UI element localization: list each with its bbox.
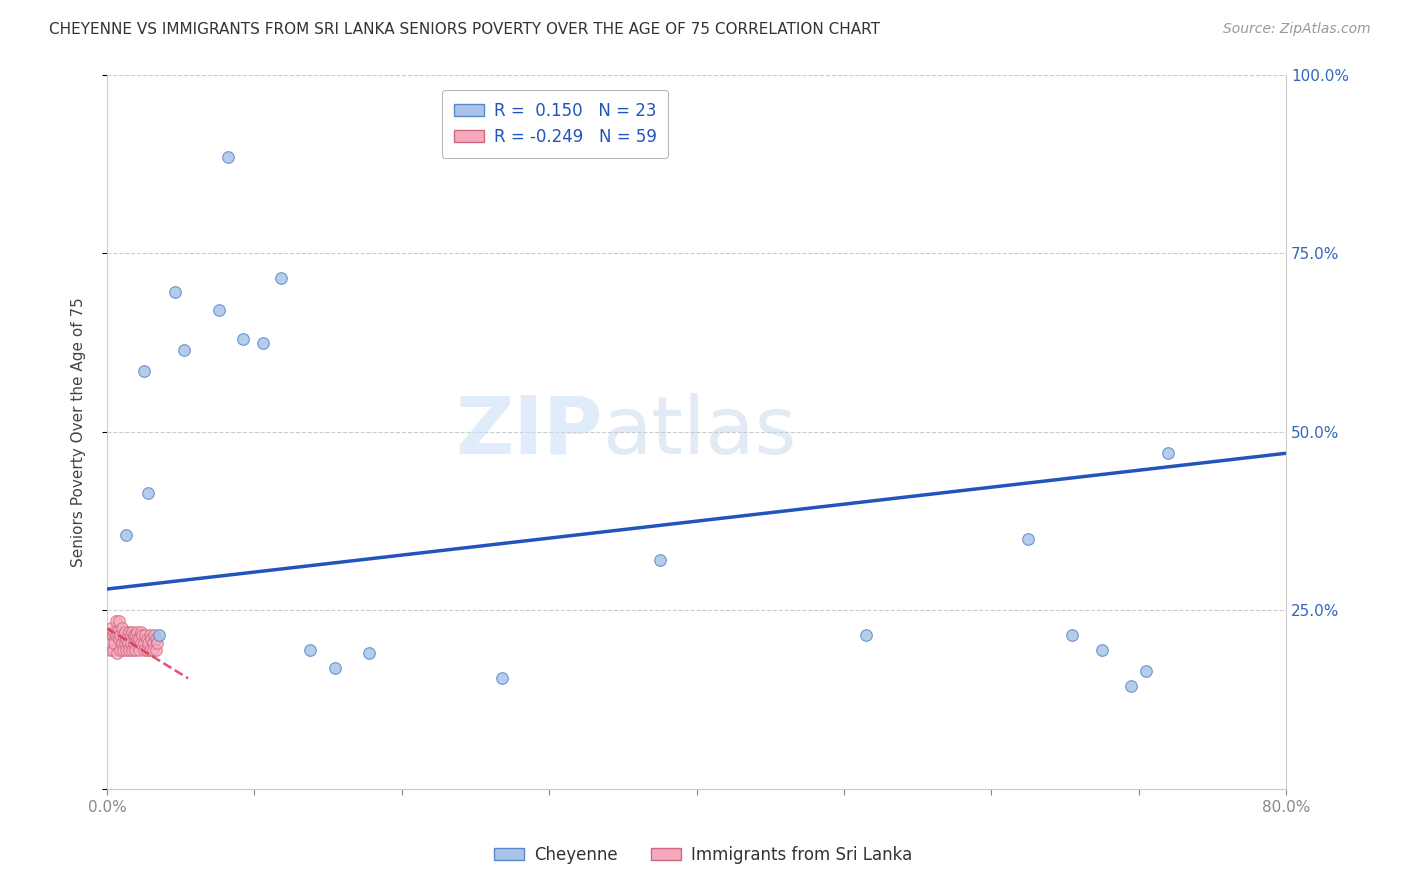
Point: [118, 642, 141, 657]
Point: [98, 628, 121, 642]
Point: [121, 642, 143, 657]
Point: [118, 624, 141, 639]
Point: [138, 485, 160, 500]
Point: [148, 628, 170, 642]
Point: [1135, 665, 1157, 679]
Point: [110, 628, 132, 642]
Point: [232, 332, 254, 346]
Point: [125, 624, 148, 639]
Point: [115, 642, 138, 657]
Point: [142, 635, 165, 649]
Y-axis label: Seniors Poverty Over the Age of 75: Seniors Poverty Over the Age of 75: [72, 297, 86, 566]
Point: [299, 642, 322, 657]
Text: CHEYENNE VS IMMIGRANTS FROM SRI LANKA SENIORS POVERTY OVER THE AGE OF 75 CORRELA: CHEYENNE VS IMMIGRANTS FROM SRI LANKA SE…: [49, 22, 880, 37]
Point: [129, 635, 152, 649]
Point: [132, 635, 155, 649]
Point: [129, 624, 152, 639]
Point: [173, 343, 195, 357]
Point: [100, 635, 122, 649]
Point: [1062, 628, 1084, 642]
Point: [124, 628, 146, 642]
Point: [127, 635, 149, 649]
Point: [121, 624, 143, 639]
Point: [111, 621, 134, 635]
Point: [105, 646, 128, 660]
Point: [101, 642, 124, 657]
Point: [104, 614, 127, 628]
Point: [101, 628, 124, 642]
Point: [163, 285, 186, 300]
Point: [491, 672, 513, 686]
Point: [135, 632, 157, 646]
Point: [98, 642, 121, 657]
Point: [112, 628, 135, 642]
Legend: R =  0.150   N = 23, R = -0.249   N = 59: R = 0.150 N = 23, R = -0.249 N = 59: [441, 90, 668, 158]
Point: [108, 632, 131, 646]
Point: [132, 364, 155, 378]
Point: [128, 632, 150, 646]
Point: [855, 628, 877, 642]
Point: [208, 303, 231, 318]
Text: ZIP: ZIP: [456, 392, 602, 471]
Point: [104, 628, 127, 642]
Point: [100, 621, 122, 635]
Point: [111, 635, 134, 649]
Point: [252, 335, 274, 350]
Text: Source: ZipAtlas.com: Source: ZipAtlas.com: [1223, 22, 1371, 37]
Point: [114, 624, 136, 639]
Point: [217, 150, 239, 164]
Point: [128, 642, 150, 657]
Point: [139, 628, 162, 642]
Point: [1157, 446, 1180, 460]
Point: [134, 628, 156, 642]
Point: [115, 632, 138, 646]
Point: [122, 635, 145, 649]
Point: [124, 642, 146, 657]
Point: [138, 635, 160, 649]
Point: [117, 635, 139, 649]
Point: [145, 642, 167, 657]
Point: [114, 635, 136, 649]
Point: [115, 528, 138, 542]
Point: [648, 553, 671, 567]
Point: [143, 628, 166, 642]
Point: [103, 635, 125, 649]
Point: [103, 624, 125, 639]
Point: [139, 642, 162, 657]
Point: [1091, 642, 1114, 657]
Point: [131, 628, 153, 642]
Point: [120, 635, 142, 649]
Point: [359, 646, 381, 660]
Point: [105, 624, 128, 639]
Point: [117, 628, 139, 642]
Point: [125, 632, 148, 646]
Point: [325, 660, 347, 674]
Point: [108, 614, 131, 628]
Point: [132, 642, 155, 657]
Point: [135, 642, 157, 657]
Point: [112, 642, 135, 657]
Point: [270, 271, 292, 285]
Point: [110, 642, 132, 657]
Point: [122, 628, 145, 642]
Point: [120, 628, 142, 642]
Point: [141, 632, 163, 646]
Legend: Cheyenne, Immigrants from Sri Lanka: Cheyenne, Immigrants from Sri Lanka: [488, 839, 918, 871]
Point: [1121, 679, 1143, 693]
Text: atlas: atlas: [602, 392, 797, 471]
Point: [142, 642, 165, 657]
Point: [1017, 532, 1039, 546]
Point: [145, 632, 167, 646]
Point: [146, 635, 169, 649]
